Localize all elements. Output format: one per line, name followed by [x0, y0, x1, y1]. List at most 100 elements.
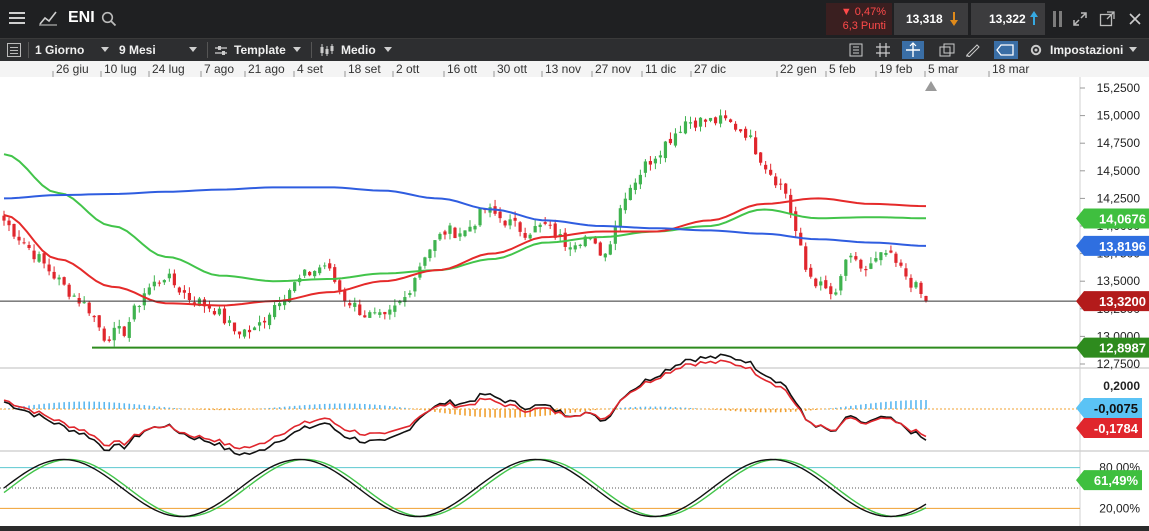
candle-body [62, 277, 66, 285]
candle-body [548, 224, 552, 226]
candle-body [578, 244, 582, 247]
period-dropdown[interactable]: 1 Giorno [35, 39, 111, 61]
macd-bar [58, 402, 60, 409]
candle-body [122, 326, 126, 336]
macd-bar [804, 409, 807, 411]
macd-bar [689, 407, 692, 409]
macd-bar [574, 409, 577, 413]
candle-body [97, 315, 101, 328]
macd-bar [358, 403, 361, 409]
sell-button[interactable]: 13,318 [894, 3, 968, 35]
candle-body [784, 183, 788, 194]
candle-body [107, 339, 111, 341]
macd-bar [298, 405, 301, 409]
macd-bar [273, 407, 276, 409]
candle-body [448, 225, 452, 234]
price-tick-label: 14,7500 [1097, 136, 1141, 150]
duplicate-icon[interactable] [939, 43, 955, 57]
macd-bar [203, 409, 206, 410]
macd-bar [744, 409, 747, 412]
macd-bar [885, 401, 887, 409]
candle-body [262, 320, 267, 323]
indicators-icon[interactable] [849, 43, 863, 57]
draw-tool-icon[interactable] [965, 43, 981, 58]
chart-line-icon[interactable] [38, 9, 58, 27]
candle-body [433, 240, 437, 251]
candle-body [393, 305, 397, 312]
candle-body [789, 194, 793, 214]
label-tool-icon[interactable] [994, 41, 1018, 59]
close-icon[interactable] [1127, 11, 1143, 27]
candle-body [804, 246, 808, 270]
settings-gear-icon[interactable] [1029, 43, 1043, 57]
macd-bar [248, 409, 251, 410]
menu-icon[interactable] [8, 10, 26, 26]
macd-bar [113, 402, 116, 409]
price-tick-label: 14,5000 [1097, 164, 1141, 178]
candle-body [197, 298, 202, 306]
settings-dropdown[interactable]: Impostazioni [1050, 39, 1130, 61]
candle-body [678, 131, 683, 133]
candle-body [453, 227, 457, 239]
search-icon[interactable] [101, 11, 117, 27]
popout-icon[interactable] [1099, 11, 1115, 27]
candle-body [272, 305, 277, 318]
expand-icon[interactable] [1072, 11, 1088, 27]
macd-bar [389, 405, 391, 409]
ma-green-price-tag: 14,0676 [1076, 208, 1149, 229]
candle-body [227, 320, 232, 323]
macd-bar [569, 409, 572, 413]
change-points: 6,3 Punti [842, 20, 886, 32]
price-chart-svg[interactable]: 15,250015,000014,750014,500014,250014,00… [0, 77, 1149, 526]
macd-bar [409, 408, 411, 409]
top-bar: ENI ▼ 0,47% 6,3 Punti 13,318 13,322 [0, 0, 1149, 39]
chart-type-dropdown[interactable]: Medio [341, 39, 401, 61]
macd-bar [564, 409, 567, 414]
macd-bar [504, 409, 506, 418]
candle-body [438, 233, 442, 240]
split-view-icon[interactable] [1050, 10, 1066, 28]
candle-body [623, 198, 627, 211]
list-icon[interactable] [7, 43, 21, 57]
grid-icon[interactable] [876, 43, 890, 57]
crosshair-icon[interactable] [902, 41, 924, 59]
date-tick-label: 13 nov [545, 62, 581, 76]
macd-bar [33, 404, 35, 409]
candle-body [82, 302, 86, 304]
macd-bar [123, 403, 126, 409]
candle-body [658, 155, 663, 158]
candle-body [388, 309, 392, 315]
period-caret-icon [101, 47, 109, 52]
candle-body [102, 328, 106, 341]
candle-body [478, 208, 482, 226]
buy-button[interactable]: 13,322 [971, 3, 1045, 35]
candle-body [543, 222, 547, 224]
ma-green-price-tag-text: 14,0676 [1099, 212, 1146, 227]
candle-body [919, 282, 923, 294]
macd-bar [38, 404, 40, 409]
macd-bar [379, 405, 381, 409]
macd-bar [819, 409, 822, 410]
macd-bar [739, 409, 742, 412]
candle-body [167, 273, 171, 279]
price-tick-label: 14,2500 [1097, 191, 1141, 205]
macd-bar [399, 407, 401, 409]
template-dropdown[interactable]: Template [234, 39, 306, 61]
macd-bar [794, 409, 797, 412]
macd-bar [133, 404, 136, 409]
macd-bar [98, 401, 101, 409]
candle-body [688, 122, 693, 124]
macd-bar [318, 404, 321, 409]
scroll-handle-icon [925, 81, 937, 91]
candle-body [72, 295, 76, 297]
macd-value-tag-shape [1076, 418, 1142, 438]
chart-area[interactable]: 15,250015,000014,750014,500014,250014,00… [0, 77, 1149, 526]
macd-bar [509, 409, 511, 418]
candle-body [558, 234, 562, 237]
instrument-symbol[interactable]: ENI [68, 9, 95, 26]
range-dropdown[interactable]: 9 Mesi [119, 39, 199, 61]
candle-body [398, 301, 402, 304]
candle-body [618, 208, 622, 227]
candle-body [428, 249, 432, 259]
macd-bar [910, 400, 912, 409]
